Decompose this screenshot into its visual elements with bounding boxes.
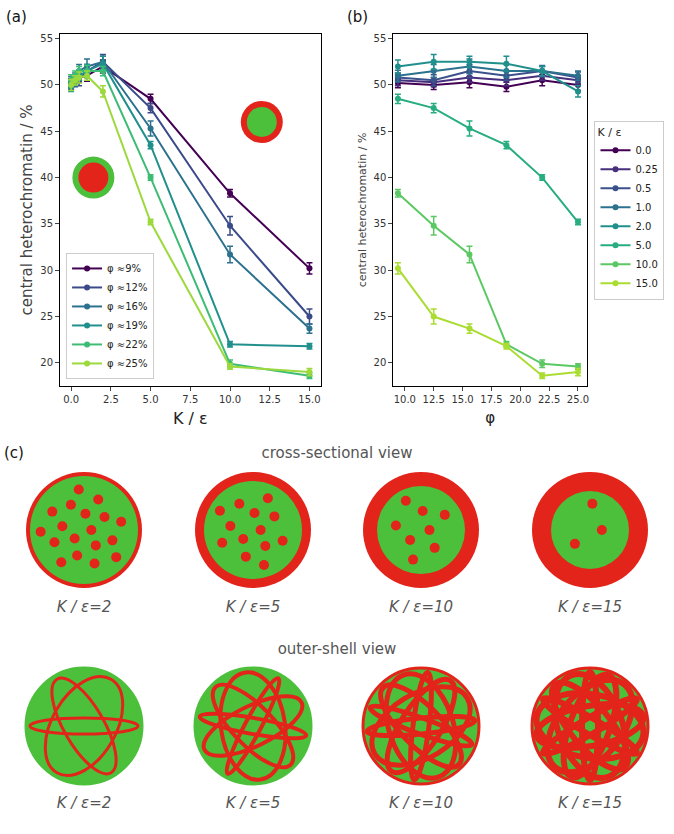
svg-text:25: 25 xyxy=(40,311,53,322)
svg-text:5.0: 5.0 xyxy=(143,394,159,405)
svg-text:K / ε=10: K / ε=10 xyxy=(389,598,453,616)
svg-text:25: 25 xyxy=(374,311,387,322)
svg-text:φ ≈25%: φ ≈25% xyxy=(107,358,147,369)
svg-text:φ ≈22%: φ ≈22% xyxy=(107,339,147,350)
svg-text:30: 30 xyxy=(40,265,53,276)
svg-text:φ ≈19%: φ ≈19% xyxy=(107,320,147,331)
svg-text:20.0: 20.0 xyxy=(509,394,531,405)
svg-text:K / ε=5: K / ε=5 xyxy=(226,794,281,812)
svg-text:40: 40 xyxy=(40,172,53,183)
svg-text:35: 35 xyxy=(374,218,387,229)
svg-text:30: 30 xyxy=(374,265,387,276)
svg-text:55: 55 xyxy=(374,33,387,44)
svg-text:12.5: 12.5 xyxy=(259,394,281,405)
svg-text:φ ≈12%: φ ≈12% xyxy=(107,282,147,293)
svg-text:22.5: 22.5 xyxy=(538,394,560,405)
svg-text:1.0: 1.0 xyxy=(635,202,651,213)
svg-text:K / ε=10: K / ε=10 xyxy=(389,794,453,812)
svg-text:0.5: 0.5 xyxy=(635,183,651,194)
svg-text:φ: φ xyxy=(485,409,495,427)
svg-text:12.5: 12.5 xyxy=(423,394,445,405)
svg-text:φ ≈9%: φ ≈9% xyxy=(107,263,141,274)
svg-text:0.0: 0.0 xyxy=(63,394,79,405)
svg-text:35: 35 xyxy=(40,218,53,229)
svg-text:5.0: 5.0 xyxy=(635,240,651,251)
svg-text:K / ε=15: K / ε=15 xyxy=(558,598,622,616)
svg-text:20: 20 xyxy=(40,357,53,368)
svg-text:15.0: 15.0 xyxy=(635,278,657,289)
svg-text:central heterochromatin / %: central heterochromatin / % xyxy=(18,105,36,316)
svg-text:2.5: 2.5 xyxy=(103,394,119,405)
svg-text:10.0: 10.0 xyxy=(219,394,241,405)
svg-text:(c): (c) xyxy=(4,444,24,462)
svg-text:45: 45 xyxy=(40,126,53,137)
svg-text:15.0: 15.0 xyxy=(298,394,320,405)
svg-text:15.0: 15.0 xyxy=(451,394,473,405)
svg-text:50: 50 xyxy=(374,79,387,90)
svg-text:K / ε=2: K / ε=2 xyxy=(57,598,112,616)
svg-text:cross-sectional view: cross-sectional view xyxy=(262,444,413,462)
svg-text:K / ε=15: K / ε=15 xyxy=(558,794,622,812)
svg-text:0.0: 0.0 xyxy=(635,145,651,156)
svg-text:20: 20 xyxy=(374,357,387,368)
svg-text:40: 40 xyxy=(374,172,387,183)
svg-text:K / ε=5: K / ε=5 xyxy=(226,598,281,616)
svg-text:7.5: 7.5 xyxy=(182,394,198,405)
svg-text:φ ≈16%: φ ≈16% xyxy=(107,301,147,312)
svg-text:(a): (a) xyxy=(6,8,27,26)
svg-text:0.25: 0.25 xyxy=(635,164,657,175)
svg-text:outer-shell view: outer-shell view xyxy=(278,640,397,658)
svg-text:K / ε: K / ε xyxy=(173,409,208,428)
svg-text:2.0: 2.0 xyxy=(635,221,651,232)
svg-text:10.0: 10.0 xyxy=(394,394,416,405)
svg-text:central heterochromatin / %: central heterochromatin / % xyxy=(356,133,369,288)
svg-text:55: 55 xyxy=(40,33,53,44)
svg-text:10.0: 10.0 xyxy=(635,259,657,270)
svg-text:45: 45 xyxy=(374,126,387,137)
svg-text:17.5: 17.5 xyxy=(480,394,502,405)
svg-text:K / ε=2: K / ε=2 xyxy=(57,794,112,812)
svg-text:50: 50 xyxy=(40,79,53,90)
svg-text:K / ε: K / ε xyxy=(597,126,621,139)
svg-text:(b): (b) xyxy=(347,8,368,26)
svg-text:25.0: 25.0 xyxy=(567,394,589,405)
